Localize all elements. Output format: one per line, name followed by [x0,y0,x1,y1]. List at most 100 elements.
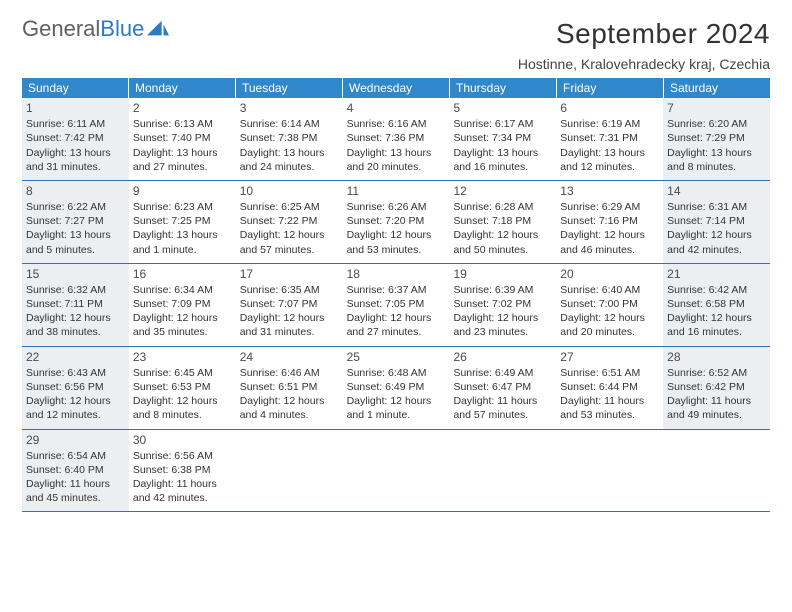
daylight-text: Daylight: 11 hours [453,394,552,408]
day-number: 29 [26,432,125,448]
daylight-text: and 31 minutes. [240,325,339,339]
sunset-text: Sunset: 7:00 PM [560,297,659,311]
sunrise-text: Sunrise: 6:20 AM [667,117,766,131]
sunset-text: Sunset: 7:31 PM [560,131,659,145]
calendar-day-cell: 28Sunrise: 6:52 AMSunset: 6:42 PMDayligh… [663,347,770,429]
daylight-text: Daylight: 12 hours [667,228,766,242]
daylight-text: Daylight: 12 hours [560,228,659,242]
daylight-text: and 4 minutes. [240,408,339,422]
day-number: 25 [347,349,446,365]
day-number: 11 [347,183,446,199]
location-text: Hostinne, Kralovehradecky kraj, Czechia [518,56,770,72]
daylight-text: and 16 minutes. [667,325,766,339]
daylight-text: and 46 minutes. [560,243,659,257]
daylight-text: Daylight: 12 hours [240,311,339,325]
daylight-text: and 27 minutes. [133,160,232,174]
calendar-day-cell: 27Sunrise: 6:51 AMSunset: 6:44 PMDayligh… [556,347,663,429]
calendar-day-cell: 20Sunrise: 6:40 AMSunset: 7:00 PMDayligh… [556,264,663,346]
daylight-text: Daylight: 12 hours [26,394,125,408]
sunset-text: Sunset: 7:27 PM [26,214,125,228]
daylight-text: and 57 minutes. [453,408,552,422]
calendar-day-cell: 14Sunrise: 6:31 AMSunset: 7:14 PMDayligh… [663,181,770,263]
daylight-text: Daylight: 12 hours [667,311,766,325]
daylight-text: Daylight: 12 hours [347,394,446,408]
calendar-day-cell: 6Sunrise: 6:19 AMSunset: 7:31 PMDaylight… [556,98,663,180]
sunset-text: Sunset: 6:51 PM [240,380,339,394]
daylight-text: and 45 minutes. [26,491,125,505]
sunrise-text: Sunrise: 6:31 AM [667,200,766,214]
calendar-day-cell: 30Sunrise: 6:56 AMSunset: 6:38 PMDayligh… [129,430,236,512]
calendar-week-row: 15Sunrise: 6:32 AMSunset: 7:11 PMDayligh… [22,264,770,347]
day-number: 18 [347,266,446,282]
calendar-day-cell [343,430,450,512]
sunset-text: Sunset: 6:44 PM [560,380,659,394]
calendar-day-cell: 15Sunrise: 6:32 AMSunset: 7:11 PMDayligh… [22,264,129,346]
calendar-day-cell: 23Sunrise: 6:45 AMSunset: 6:53 PMDayligh… [129,347,236,429]
daylight-text: Daylight: 12 hours [453,228,552,242]
daylight-text: and 5 minutes. [26,243,125,257]
calendar-day-cell: 19Sunrise: 6:39 AMSunset: 7:02 PMDayligh… [449,264,556,346]
daylight-text: Daylight: 13 hours [133,228,232,242]
day-number: 5 [453,100,552,116]
daylight-text: and 57 minutes. [240,243,339,257]
weekday-header-row: SundayMondayTuesdayWednesdayThursdayFrid… [22,78,770,98]
sunset-text: Sunset: 7:18 PM [453,214,552,228]
sunrise-text: Sunrise: 6:28 AM [453,200,552,214]
sunrise-text: Sunrise: 6:37 AM [347,283,446,297]
day-number: 20 [560,266,659,282]
day-number: 9 [133,183,232,199]
calendar-day-cell: 17Sunrise: 6:35 AMSunset: 7:07 PMDayligh… [236,264,343,346]
day-number: 19 [453,266,552,282]
calendar-day-cell: 29Sunrise: 6:54 AMSunset: 6:40 PMDayligh… [22,430,129,512]
sunrise-text: Sunrise: 6:26 AM [347,200,446,214]
daylight-text: Daylight: 12 hours [240,228,339,242]
sunrise-text: Sunrise: 6:11 AM [26,117,125,131]
calendar-day-cell: 18Sunrise: 6:37 AMSunset: 7:05 PMDayligh… [343,264,450,346]
day-number: 7 [667,100,766,116]
day-number: 10 [240,183,339,199]
calendar-day-cell: 13Sunrise: 6:29 AMSunset: 7:16 PMDayligh… [556,181,663,263]
daylight-text: Daylight: 13 hours [133,146,232,160]
sunset-text: Sunset: 6:56 PM [26,380,125,394]
daylight-text: Daylight: 12 hours [133,311,232,325]
daylight-text: and 50 minutes. [453,243,552,257]
daylight-text: Daylight: 11 hours [560,394,659,408]
calendar-day-cell: 21Sunrise: 6:42 AMSunset: 6:58 PMDayligh… [663,264,770,346]
weekday-header: Saturday [664,78,770,98]
sunrise-text: Sunrise: 6:42 AM [667,283,766,297]
sunrise-text: Sunrise: 6:13 AM [133,117,232,131]
day-number: 14 [667,183,766,199]
calendar-day-cell: 12Sunrise: 6:28 AMSunset: 7:18 PMDayligh… [449,181,556,263]
day-number: 15 [26,266,125,282]
daylight-text: Daylight: 11 hours [26,477,125,491]
brand-sail-icon [147,20,169,38]
sunrise-text: Sunrise: 6:56 AM [133,449,232,463]
day-number: 24 [240,349,339,365]
sunset-text: Sunset: 7:11 PM [26,297,125,311]
calendar-day-cell: 22Sunrise: 6:43 AMSunset: 6:56 PMDayligh… [22,347,129,429]
daylight-text: and 1 minute. [347,408,446,422]
sunrise-text: Sunrise: 6:51 AM [560,366,659,380]
sunrise-text: Sunrise: 6:40 AM [560,283,659,297]
brand-text: GeneralBlue [22,18,144,40]
sunset-text: Sunset: 7:05 PM [347,297,446,311]
day-number: 27 [560,349,659,365]
calendar-day-cell: 7Sunrise: 6:20 AMSunset: 7:29 PMDaylight… [663,98,770,180]
daylight-text: and 12 minutes. [560,160,659,174]
daylight-text: Daylight: 13 hours [667,146,766,160]
day-number: 16 [133,266,232,282]
brand-word-2: Blue [100,16,144,41]
calendar-day-cell [236,430,343,512]
day-number: 6 [560,100,659,116]
calendar-day-cell: 8Sunrise: 6:22 AMSunset: 7:27 PMDaylight… [22,181,129,263]
sunset-text: Sunset: 7:20 PM [347,214,446,228]
calendar-week-row: 22Sunrise: 6:43 AMSunset: 6:56 PMDayligh… [22,347,770,430]
daylight-text: Daylight: 12 hours [347,311,446,325]
sunset-text: Sunset: 6:42 PM [667,380,766,394]
day-number: 17 [240,266,339,282]
sunrise-text: Sunrise: 6:52 AM [667,366,766,380]
calendar-day-cell: 9Sunrise: 6:23 AMSunset: 7:25 PMDaylight… [129,181,236,263]
day-number: 8 [26,183,125,199]
sunset-text: Sunset: 7:38 PM [240,131,339,145]
sunset-text: Sunset: 7:07 PM [240,297,339,311]
